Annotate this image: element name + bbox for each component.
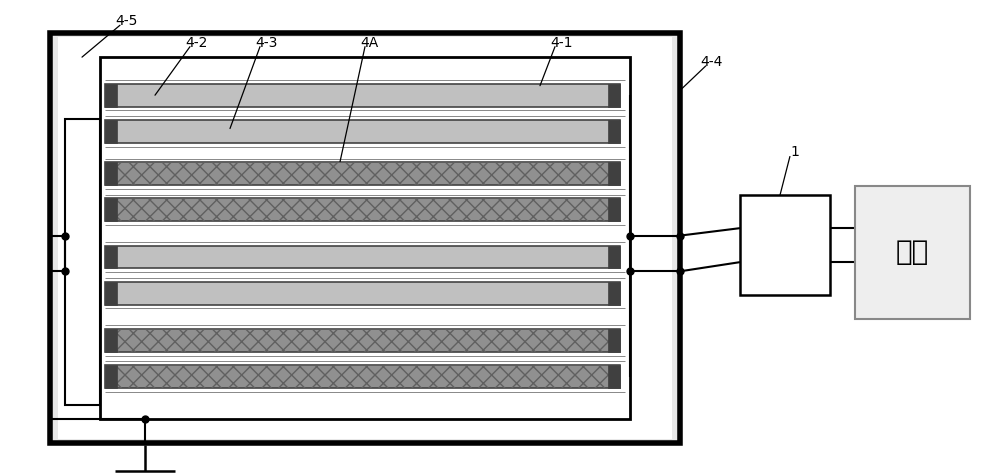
Text: 4-4: 4-4 xyxy=(700,55,722,69)
Text: 4-1: 4-1 xyxy=(550,36,572,50)
Bar xyxy=(105,246,117,268)
Bar xyxy=(105,120,620,143)
Bar xyxy=(608,162,620,185)
Bar xyxy=(608,282,620,305)
Bar xyxy=(608,365,620,388)
Bar xyxy=(50,33,680,443)
Bar xyxy=(105,162,117,185)
Bar xyxy=(608,246,620,268)
Bar xyxy=(608,329,620,352)
Bar xyxy=(105,84,117,107)
Bar xyxy=(105,365,620,388)
Bar xyxy=(105,246,620,268)
Bar xyxy=(105,329,620,352)
Bar xyxy=(608,198,620,221)
Bar xyxy=(105,282,117,305)
Text: 4-2: 4-2 xyxy=(185,36,207,50)
Bar xyxy=(65,119,100,405)
Bar xyxy=(58,37,672,439)
Bar xyxy=(105,162,620,185)
Bar xyxy=(105,198,620,221)
Text: 4-5: 4-5 xyxy=(115,14,137,29)
Text: 4A: 4A xyxy=(360,36,378,50)
Text: 4-3: 4-3 xyxy=(255,36,277,50)
Bar xyxy=(105,198,117,221)
Bar xyxy=(608,84,620,107)
Bar xyxy=(105,120,117,143)
Bar xyxy=(855,186,970,319)
Bar xyxy=(105,329,620,352)
Bar xyxy=(105,282,620,305)
Bar xyxy=(105,198,620,221)
Bar xyxy=(105,329,117,352)
Bar xyxy=(105,365,117,388)
Text: 市电: 市电 xyxy=(896,238,929,266)
Bar xyxy=(608,120,620,143)
Bar xyxy=(105,84,620,107)
Bar xyxy=(105,365,620,388)
Text: 1: 1 xyxy=(790,145,799,159)
Bar xyxy=(100,57,630,419)
Bar xyxy=(105,162,620,185)
Bar xyxy=(740,195,830,295)
